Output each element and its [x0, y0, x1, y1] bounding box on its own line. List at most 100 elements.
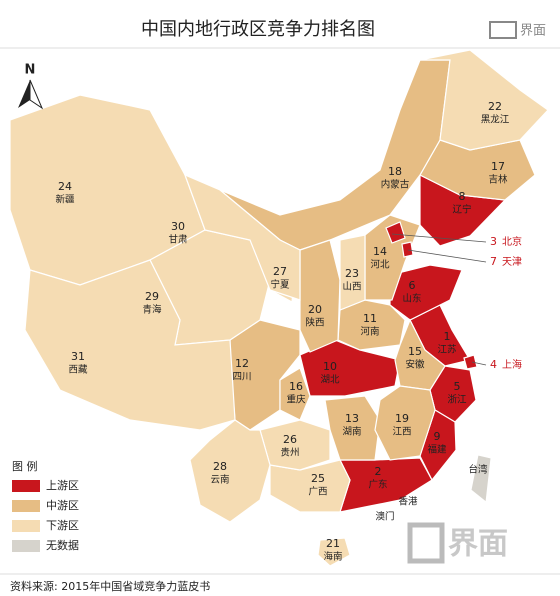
legend-label: 无数据 — [46, 538, 79, 552]
north-arrow — [18, 80, 30, 108]
province-name: 上海 — [502, 358, 522, 371]
province-name: 青海 — [142, 304, 162, 316]
rank: 7 — [490, 255, 497, 268]
province-name: 福建 — [427, 444, 447, 456]
callout-line — [391, 233, 487, 243]
rank: 14 — [373, 245, 387, 258]
province-name: 江苏 — [437, 344, 457, 356]
province-name: 重庆 — [286, 394, 306, 406]
rank: 1 — [444, 330, 451, 343]
rank: 17 — [491, 160, 505, 173]
logo-icon — [489, 21, 517, 39]
province — [183, 173, 301, 301]
province-name: 内蒙古 — [381, 179, 410, 191]
legend-swatch — [12, 520, 40, 532]
province-name: 山西 — [342, 282, 361, 293]
rank: 24 — [58, 180, 72, 193]
province-name: 甘肃 — [168, 234, 187, 246]
rank: 29 — [145, 290, 159, 303]
province — [374, 385, 436, 461]
rank: 13 — [345, 412, 359, 425]
rank: 30 — [171, 220, 185, 233]
province-name: 广东 — [368, 479, 387, 491]
rank: 26 — [283, 433, 297, 446]
province — [419, 49, 549, 151]
watermark-icon — [407, 522, 445, 564]
rank: 27 — [273, 265, 287, 278]
rank: 2 — [375, 465, 382, 478]
rank: 6 — [409, 279, 416, 292]
province-name: 四川 — [232, 372, 251, 383]
province-name: 河北 — [370, 259, 390, 271]
rank: 16 — [289, 380, 303, 393]
province — [337, 299, 406, 351]
rank: 3 — [490, 235, 497, 248]
province-name: 辽宁 — [452, 204, 471, 216]
rank: 9 — [434, 430, 441, 443]
north-arrow — [29, 79, 44, 110]
rank: 5 — [454, 380, 461, 393]
province-name: 海南 — [323, 551, 342, 563]
province — [394, 318, 446, 391]
source: 资料来源: 2015年中国省域竞争力蓝皮书 — [10, 579, 210, 593]
province-name: 广西 — [308, 486, 327, 498]
province — [339, 234, 366, 311]
rank: 19 — [395, 412, 409, 425]
province — [463, 354, 478, 370]
region — [470, 454, 492, 503]
province — [299, 239, 341, 353]
province — [401, 241, 414, 258]
rank: 23 — [345, 267, 359, 280]
legend-swatch — [12, 500, 40, 512]
rank: 4 — [490, 358, 497, 371]
rank: 31 — [71, 350, 85, 363]
rank: 11 — [363, 312, 377, 325]
province-name: 山东 — [402, 293, 421, 305]
province-name: 吉林 — [488, 174, 508, 186]
legend-label: 中游区 — [46, 499, 79, 512]
province-name: 湖北 — [320, 375, 340, 386]
province-name: 湖南 — [342, 426, 361, 438]
province-name: 黑龙江 — [481, 114, 510, 126]
province-name: 天津 — [502, 256, 522, 268]
rank: 8 — [459, 190, 466, 203]
province-name: 陕西 — [305, 317, 324, 329]
watermark: 界面 — [448, 527, 508, 562]
callout-line — [471, 361, 487, 366]
rank: 20 — [308, 303, 322, 316]
rank: 22 — [488, 100, 502, 113]
province-name: 新疆 — [55, 194, 75, 206]
province-name: 安徽 — [405, 359, 425, 371]
region-name: 澳门 — [375, 511, 394, 523]
province — [317, 537, 351, 567]
title: 中国内地行政区竞争力排名图 — [141, 19, 375, 40]
province — [189, 419, 271, 523]
north-label: N — [25, 63, 36, 78]
province-name: 宁夏 — [270, 279, 290, 291]
province-name: 贵州 — [280, 447, 299, 459]
rank: 10 — [323, 360, 337, 373]
rank: 21 — [326, 537, 340, 550]
rank: 28 — [213, 460, 227, 473]
province-name: 浙江 — [447, 394, 467, 406]
rank: 18 — [388, 165, 402, 178]
province-name: 西藏 — [68, 364, 88, 376]
legend-swatch — [12, 540, 40, 552]
province-name: 河南 — [360, 326, 379, 338]
province — [24, 259, 236, 431]
legend-swatch — [12, 480, 40, 492]
rank: 15 — [408, 345, 422, 358]
region-name: 台湾 — [468, 464, 488, 476]
legend-title: 图 例 — [12, 459, 38, 473]
legend-label: 上游区 — [46, 479, 79, 492]
province-name: 云南 — [210, 474, 229, 486]
legend-label: 下游区 — [46, 519, 79, 532]
province-name: 北京 — [502, 235, 522, 248]
province — [279, 367, 311, 421]
region-name: 香港 — [398, 496, 418, 508]
province — [385, 221, 406, 244]
logo: 界面 — [520, 24, 546, 39]
